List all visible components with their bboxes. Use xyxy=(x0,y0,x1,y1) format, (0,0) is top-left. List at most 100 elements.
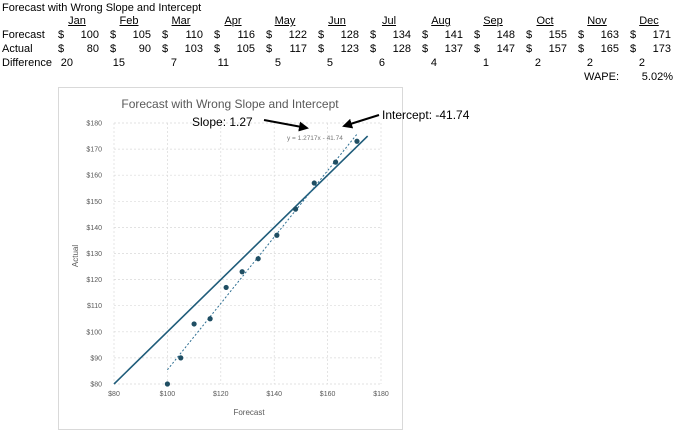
currency-symbol: $ xyxy=(110,43,117,55)
currency-symbol: $ xyxy=(630,43,637,55)
difference-row-label: Difference xyxy=(2,57,52,69)
forecast-row-label: Forecast xyxy=(2,29,45,41)
data-point xyxy=(255,256,261,262)
month-header: Mar xyxy=(171,15,191,27)
month-header: Aug xyxy=(431,15,451,27)
currency-symbol: $ xyxy=(526,43,533,55)
currency-symbol: $ xyxy=(422,29,429,41)
wape-value: 5.02% xyxy=(641,71,673,83)
forecast-cell: 134 xyxy=(392,29,411,41)
difference-cell: 6 xyxy=(378,57,385,69)
forecast-cell: 171 xyxy=(652,29,671,41)
y-tick-label: $120 xyxy=(86,277,102,284)
currency-symbol: $ xyxy=(214,43,221,55)
y-axis-label: Actual xyxy=(71,245,80,267)
y-tick-label: $130 xyxy=(86,251,102,258)
y-tick-label: $180 xyxy=(86,121,102,128)
currency-symbol: $ xyxy=(370,43,377,55)
month-header: Apr xyxy=(224,15,242,27)
data-point xyxy=(311,180,317,186)
data-point xyxy=(239,269,245,275)
data-point xyxy=(292,206,299,212)
currency-symbol: $ xyxy=(266,29,273,41)
x-tick-label: $80 xyxy=(108,391,120,398)
y-tick-label: $110 xyxy=(87,303,102,310)
actual-cell: 105 xyxy=(236,43,255,55)
slope-arrow xyxy=(263,119,309,132)
wape-label: WAPE: xyxy=(584,71,620,83)
data-point xyxy=(164,381,170,387)
currency-symbol: $ xyxy=(318,43,325,55)
actual-cell: 123 xyxy=(340,43,359,55)
chart-title: Forecast with Wrong Slope and Intercept xyxy=(121,97,339,111)
actual-cell: 80 xyxy=(86,43,99,55)
actual-row-label: Actual xyxy=(2,43,33,55)
reference-line xyxy=(113,135,369,385)
actual-cell: 157 xyxy=(548,43,567,55)
month-header: May xyxy=(274,15,296,27)
y-tick-label: $100 xyxy=(86,329,102,336)
intercept-annotation: Intercept: -41.74 xyxy=(382,108,470,122)
slope-annotation: Slope: 1.27 xyxy=(192,115,253,129)
currency-symbol: $ xyxy=(474,43,481,55)
currency-symbol: $ xyxy=(578,43,585,55)
difference-cell: 1 xyxy=(482,57,489,69)
forecast-cell: 105 xyxy=(132,29,151,41)
x-tick-label: $180 xyxy=(373,391,389,398)
difference-cell: 11 xyxy=(217,57,229,69)
currency-symbol: $ xyxy=(474,29,481,41)
data-point xyxy=(274,232,280,238)
trendline-equation: y = 1.2717x - 41.74 xyxy=(287,135,343,142)
actual-cell: 117 xyxy=(289,43,307,55)
actual-cell: 128 xyxy=(392,43,411,55)
currency-symbol: $ xyxy=(526,29,533,41)
difference-cell: 2 xyxy=(586,57,593,69)
data-point xyxy=(223,284,229,291)
data-point xyxy=(191,321,197,327)
chart-container[interactable]: Forecast with Wrong Slope and Intercept … xyxy=(58,87,403,430)
difference-cell: 5 xyxy=(326,57,333,69)
actual-cell: 147 xyxy=(496,43,515,55)
y-tick-label: $160 xyxy=(86,173,102,180)
currency-symbol: $ xyxy=(110,29,117,41)
x-axis-ticks: $80 $100 $120 $140 $160 $180 xyxy=(108,391,389,398)
currency-symbol: $ xyxy=(422,43,429,55)
currency-symbol: $ xyxy=(630,29,637,41)
difference-cell: 2 xyxy=(638,57,645,69)
forecast-cell: 148 xyxy=(496,29,515,41)
forecast-cell: 100 xyxy=(80,29,99,41)
forecast-cell: 141 xyxy=(444,29,463,41)
x-tick-label: $100 xyxy=(160,391,176,398)
sheet-title: Forecast with Wrong Slope and Intercept xyxy=(2,2,202,14)
forecast-cell: 122 xyxy=(288,29,307,41)
currency-symbol: $ xyxy=(58,43,65,55)
difference-cell: 2 xyxy=(534,57,541,69)
y-axis-ticks: $80 $90 $100 $110 $120 $130 $140 $150 $160 $170 $1… xyxy=(86,121,102,389)
month-header: Feb xyxy=(119,15,139,27)
y-tick-label: $140 xyxy=(86,225,102,232)
month-header: Nov xyxy=(587,15,607,27)
month-header: Jan xyxy=(68,15,86,27)
month-header: Jul xyxy=(381,15,397,27)
y-tick-label: $150 xyxy=(86,199,102,206)
x-tick-label: $160 xyxy=(320,391,336,398)
currency-symbol: $ xyxy=(318,29,325,41)
data-point xyxy=(178,355,184,361)
currency-symbol: $ xyxy=(214,29,221,41)
month-header: Sep xyxy=(483,15,503,27)
currency-symbol: $ xyxy=(578,29,585,41)
actual-cell: 173 xyxy=(652,43,671,55)
data-points xyxy=(164,138,360,387)
difference-cell: 15 xyxy=(112,57,125,69)
intercept-arrow xyxy=(342,114,380,129)
difference-cell: 5 xyxy=(274,57,281,69)
x-tick-label: $140 xyxy=(266,391,282,398)
scatter-chart: Forecast with Wrong Slope and Intercept … xyxy=(71,97,389,417)
y-tick-label: $170 xyxy=(86,147,102,154)
data-point xyxy=(354,138,360,144)
actual-cell: 165 xyxy=(600,43,619,55)
forecast-cell: 128 xyxy=(340,29,359,41)
difference-cell: 7 xyxy=(170,57,177,69)
x-axis-label: Forecast xyxy=(233,408,265,417)
